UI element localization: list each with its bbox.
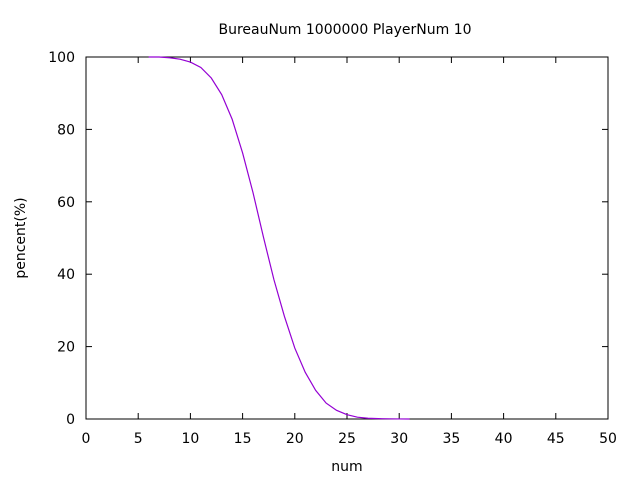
y-tick-label: 20 [57, 340, 75, 356]
x-tick-label: 25 [338, 431, 356, 447]
x-tick-label: 5 [134, 431, 143, 447]
x-tick-label: 15 [234, 431, 252, 447]
y-tick-label: 40 [57, 267, 75, 283]
plot-area [148, 56, 410, 420]
chart-title: BureauNum 1000000 PlayerNum 10 [218, 22, 471, 38]
plot-frame [85, 56, 609, 420]
y-tick-label: 80 [57, 122, 75, 138]
x-tick-label: 35 [442, 431, 460, 447]
x-tick-label: 0 [82, 431, 91, 447]
y-tick-label: 100 [48, 50, 75, 66]
x-axis-label: num [331, 459, 362, 475]
x-tick-label: 45 [547, 431, 565, 447]
x-tick-label: 40 [495, 431, 513, 447]
y-tick-label: 60 [57, 195, 75, 211]
series-line [148, 56, 410, 420]
y-tick-label: 0 [66, 412, 75, 428]
x-tick-label: 50 [599, 431, 617, 447]
x-tick-label: 30 [390, 431, 408, 447]
axes: 0 5 10 15 20 25 30 35 40 45 50 0 20 40 60 80 100 [48, 50, 617, 447]
x-tick-label: 20 [286, 431, 304, 447]
x-tick-label: 10 [181, 431, 199, 447]
y-axis-label: pencent(%) [13, 197, 29, 278]
